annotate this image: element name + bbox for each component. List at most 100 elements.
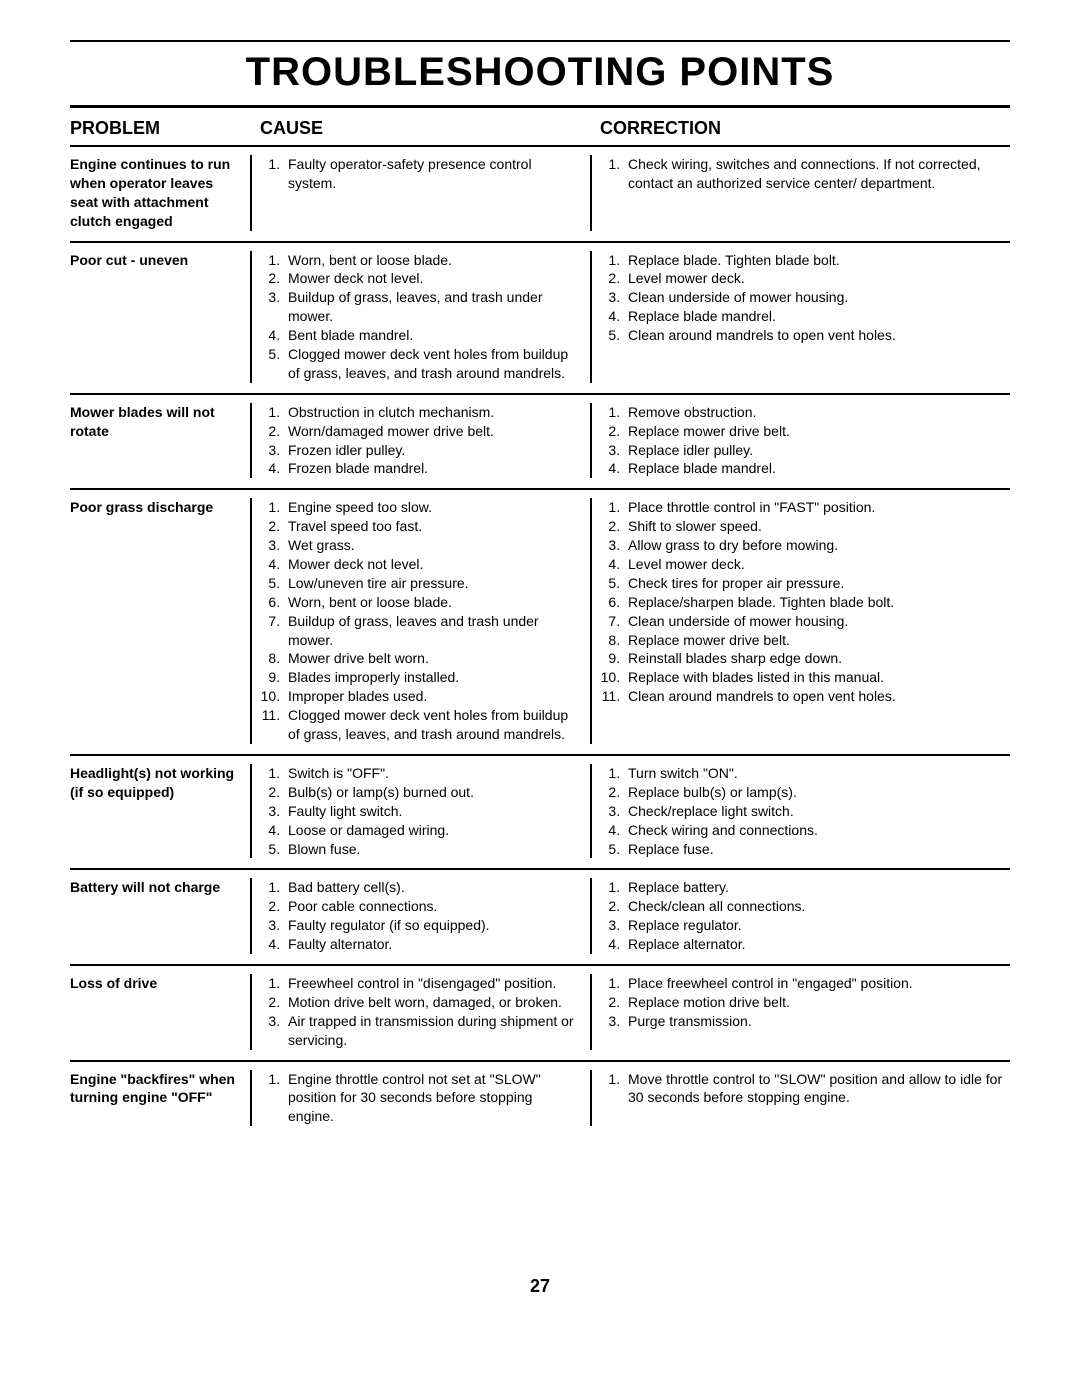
table-row: Poor cut - uneven Worn, bent or loose bla…	[70, 243, 1010, 395]
correction-item: Replace blade. Tighten blade bolt.	[624, 251, 1010, 270]
correction-item: Turn switch "ON".	[624, 764, 1010, 783]
cause-cell: Bad battery cell(s).Poor cable connectio…	[250, 878, 590, 954]
cause-item: Frozen blade mandrel.	[284, 459, 582, 478]
cause-list: Obstruction in clutch mechanism.Worn/dam…	[262, 403, 582, 479]
cause-item: Buildup of grass, leaves, and trash unde…	[284, 288, 582, 326]
cause-list: Bad battery cell(s).Poor cable connectio…	[262, 878, 582, 954]
cause-cell: Engine speed too slow.Travel speed too f…	[250, 498, 590, 744]
correction-item: Check wiring and connections.	[624, 821, 1010, 840]
table-row: Loss of drive Freewheel control in "disen…	[70, 966, 1010, 1062]
correction-item: Replace regulator.	[624, 916, 1010, 935]
cause-item: Faulty light switch.	[284, 802, 582, 821]
rule-under-title	[70, 105, 1010, 108]
table-row: Mower blades will not rotateObstruction …	[70, 395, 1010, 491]
cause-item: Worn, bent or loose blade.	[284, 593, 582, 612]
cause-item: Poor cable connections.	[284, 897, 582, 916]
correction-item: Place freewheel control in "engaged" pos…	[624, 974, 1010, 993]
cause-item: Mower deck not level.	[284, 555, 582, 574]
cause-item: Buildup of grass, leaves and trash under…	[284, 612, 582, 650]
correction-item: Replace mower drive belt.	[624, 422, 1010, 441]
problem-text: Loss of drive	[70, 974, 242, 993]
correction-item: Clean around mandrels to open vent holes…	[624, 687, 1010, 706]
problem-cell: Headlight(s) not working (if so equipped…	[70, 764, 250, 858]
problem-text: Engine "backfires" when turning engine "…	[70, 1070, 242, 1108]
correction-item: Replace alternator.	[624, 935, 1010, 954]
cause-list: Engine speed too slow.Travel speed too f…	[262, 498, 582, 744]
table-header-row: PROBLEM CAUSE CORRECTION	[70, 114, 1010, 147]
cause-item: Switch is "OFF".	[284, 764, 582, 783]
cause-item: Faulty alternator.	[284, 935, 582, 954]
correction-item: Replace/sharpen blade. Tighten blade bol…	[624, 593, 1010, 612]
cause-item: Blown fuse.	[284, 840, 582, 859]
page-title: TROUBLESHOOTING POINTS	[70, 50, 1010, 95]
cause-item: Improper blades used.	[284, 687, 582, 706]
cause-list: Engine throttle control not set at "SLOW…	[262, 1070, 582, 1127]
correction-cell: Replace blade. Tighten blade bolt.Level …	[590, 251, 1010, 383]
correction-item: Clean underside of mower housing.	[624, 288, 1010, 307]
problem-cell: Loss of drive	[70, 974, 250, 1050]
correction-list: Replace blade. Tighten blade bolt.Level …	[602, 251, 1010, 345]
table-row: Engine continues to run when operator le…	[70, 147, 1010, 243]
correction-item: Check tires for proper air pressure.	[624, 574, 1010, 593]
cause-item: Low/uneven tire air pressure.	[284, 574, 582, 593]
cause-item: Bad battery cell(s).	[284, 878, 582, 897]
table-body: Engine continues to run when operator le…	[70, 147, 1010, 1136]
correction-cell: Place throttle control in "FAST" positio…	[590, 498, 1010, 744]
cause-item: Worn/damaged mower drive belt.	[284, 422, 582, 441]
correction-cell: Turn switch "ON".Replace bulb(s) or lamp…	[590, 764, 1010, 858]
correction-item: Level mower deck.	[624, 555, 1010, 574]
problem-text: Engine continues to run when operator le…	[70, 155, 242, 231]
cause-item: Mower deck not level.	[284, 269, 582, 288]
cause-list: Faulty operator-safety presence control …	[262, 155, 582, 193]
correction-cell: Place freewheel control in "engaged" pos…	[590, 974, 1010, 1050]
problem-cell: Mower blades will not rotate	[70, 403, 250, 479]
problem-text: Poor cut - uneven	[70, 251, 242, 270]
problem-text: Battery will not charge	[70, 878, 242, 897]
cause-item: Worn, bent or loose blade.	[284, 251, 582, 270]
problem-cell: Poor cut - uneven	[70, 251, 250, 383]
table-row: Headlight(s) not working (if so equipped…	[70, 756, 1010, 870]
correction-item: Clean underside of mower housing.	[624, 612, 1010, 631]
cause-item: Air trapped in transmission during shipm…	[284, 1012, 582, 1050]
correction-item: Purge transmission.	[624, 1012, 1010, 1031]
correction-cell: Replace battery.Check/clean all connecti…	[590, 878, 1010, 954]
correction-item: Replace battery.	[624, 878, 1010, 897]
cause-item: Blades improperly installed.	[284, 668, 582, 687]
cause-item: Obstruction in clutch mechanism.	[284, 403, 582, 422]
cause-item: Engine throttle control not set at "SLOW…	[284, 1070, 582, 1127]
problem-cell: Engine "backfires" when turning engine "…	[70, 1070, 250, 1127]
cause-item: Bent blade mandrel.	[284, 326, 582, 345]
cause-item: Freewheel control in "disengaged" positi…	[284, 974, 582, 993]
problem-text: Poor grass discharge	[70, 498, 242, 517]
header-correction: CORRECTION	[590, 118, 1010, 139]
problem-cell: Engine continues to run when operator le…	[70, 155, 250, 231]
page-number: 27	[70, 1276, 1010, 1297]
cause-item: Mower drive belt worn.	[284, 649, 582, 668]
header-problem: PROBLEM	[70, 118, 250, 139]
correction-item: Check/clean all connections.	[624, 897, 1010, 916]
cause-item: Travel speed too fast.	[284, 517, 582, 536]
correction-list: Check wiring, switches and connections. …	[602, 155, 1010, 193]
table-row: Battery will not charge Bad battery cell(…	[70, 870, 1010, 966]
correction-list: Move throttle control to "SLOW" position…	[602, 1070, 1010, 1108]
correction-item: Level mower deck.	[624, 269, 1010, 288]
correction-item: Replace mower drive belt.	[624, 631, 1010, 650]
cause-item: Faulty regulator (if so equipped).	[284, 916, 582, 935]
problem-text: Headlight(s) not working (if so equipped…	[70, 764, 242, 802]
correction-list: Turn switch "ON".Replace bulb(s) or lamp…	[602, 764, 1010, 858]
page: TROUBLESHOOTING POINTS PROBLEM CAUSE COR…	[0, 0, 1080, 1327]
correction-list: Remove obstruction.Replace mower drive b…	[602, 403, 1010, 479]
correction-item: Allow grass to dry before mowing.	[624, 536, 1010, 555]
correction-item: Replace with blades listed in this manua…	[624, 668, 1010, 687]
correction-cell: Remove obstruction.Replace mower drive b…	[590, 403, 1010, 479]
correction-item: Replace fuse.	[624, 840, 1010, 859]
problem-cell: Poor grass discharge	[70, 498, 250, 744]
correction-cell: Check wiring, switches and connections. …	[590, 155, 1010, 231]
cause-item: Clogged mower deck vent holes from build…	[284, 345, 582, 383]
correction-item: Reinstall blades sharp edge down.	[624, 649, 1010, 668]
correction-item: Replace bulb(s) or lamp(s).	[624, 783, 1010, 802]
cause-item: Faulty operator-safety presence control …	[284, 155, 582, 193]
cause-cell: Engine throttle control not set at "SLOW…	[250, 1070, 590, 1127]
cause-item: Engine speed too slow.	[284, 498, 582, 517]
cause-cell: Obstruction in clutch mechanism.Worn/dam…	[250, 403, 590, 479]
